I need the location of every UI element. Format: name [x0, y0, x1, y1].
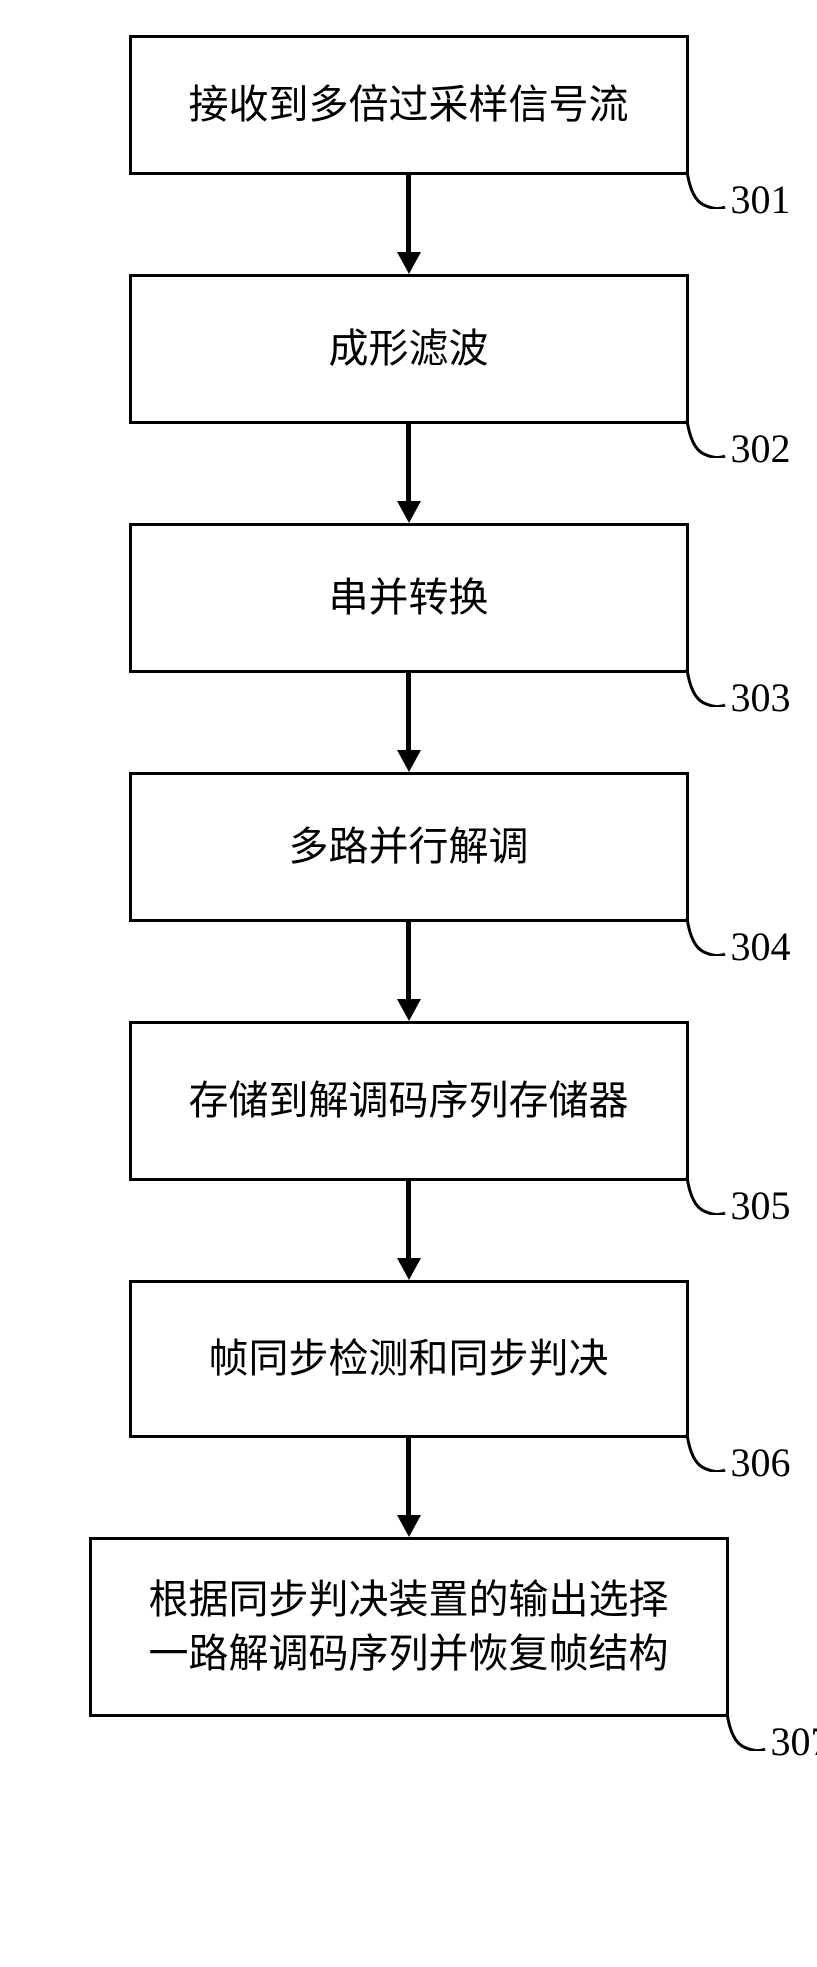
- flowchart-box-label: 存储到解调码序列存储器: [189, 1074, 629, 1128]
- flowchart-ref-leader: 305: [685, 1175, 791, 1215]
- flowchart-ref-leader: 306: [685, 1432, 791, 1472]
- flowchart-ref-number: 302: [731, 425, 791, 472]
- arrow-down-icon: [397, 252, 421, 274]
- flowchart-ref-leader: 304: [685, 916, 791, 956]
- flowchart-ref-leader: 303: [685, 667, 791, 707]
- flowchart-connector: [406, 175, 411, 253]
- flowchart-step: 接收到多倍过采样信号流301: [129, 35, 689, 175]
- arrow-down-icon: [397, 1515, 421, 1537]
- flowchart-box-label: 成形滤波: [329, 322, 489, 376]
- arrow-down-icon: [397, 999, 421, 1021]
- flowchart-ref-leader: 307: [725, 1711, 817, 1751]
- flowchart-step: 成形滤波302: [129, 274, 689, 424]
- flowchart-ref-number: 301: [731, 176, 791, 223]
- flowchart-diagram: 接收到多倍过采样信号流301 成形滤波302 串并转换303 多路并行解调304 存储到…: [89, 35, 729, 1717]
- flowchart-step: 帧同步检测和同步判决306: [129, 1280, 689, 1438]
- flowchart-ref-number: 305: [731, 1182, 791, 1229]
- flowchart-box: 接收到多倍过采样信号流: [129, 35, 689, 175]
- flowchart-step: 根据同步判决装置的输出选择 一路解调码序列并恢复帧结构307: [89, 1537, 729, 1717]
- flowchart-box-label: 根据同步判决装置的输出选择 一路解调码序列并恢复帧结构: [149, 1573, 669, 1681]
- flowchart-step: 串并转换303: [129, 523, 689, 673]
- arrow-down-icon: [397, 750, 421, 772]
- flowchart-ref-number: 307: [771, 1718, 817, 1765]
- arrow-down-icon: [397, 501, 421, 523]
- flowchart-connector: [406, 1181, 411, 1259]
- flowchart-box-label: 串并转换: [329, 571, 489, 625]
- flowchart-box: 根据同步判决装置的输出选择 一路解调码序列并恢复帧结构: [89, 1537, 729, 1717]
- flowchart-step: 存储到解调码序列存储器305: [129, 1021, 689, 1181]
- flowchart-ref-number: 303: [731, 674, 791, 721]
- flowchart-connector: [406, 673, 411, 751]
- flowchart-box: 串并转换: [129, 523, 689, 673]
- arrow-down-icon: [397, 1258, 421, 1280]
- flowchart-box-label: 接收到多倍过采样信号流: [189, 78, 629, 132]
- flowchart-ref-number: 306: [731, 1439, 791, 1486]
- flowchart-ref-leader: 301: [685, 169, 791, 209]
- flowchart-box: 多路并行解调: [129, 772, 689, 922]
- flowchart-step: 多路并行解调304: [129, 772, 689, 922]
- flowchart-box: 存储到解调码序列存储器: [129, 1021, 689, 1181]
- flowchart-connector: [406, 424, 411, 502]
- flowchart-connector: [406, 922, 411, 1000]
- flowchart-box: 帧同步检测和同步判决: [129, 1280, 689, 1438]
- flowchart-box: 成形滤波: [129, 274, 689, 424]
- flowchart-box-label: 帧同步检测和同步判决: [209, 1332, 609, 1386]
- flowchart-ref-leader: 302: [685, 418, 791, 458]
- flowchart-connector: [406, 1438, 411, 1516]
- flowchart-box-label: 多路并行解调: [289, 820, 529, 874]
- flowchart-ref-number: 304: [731, 923, 791, 970]
